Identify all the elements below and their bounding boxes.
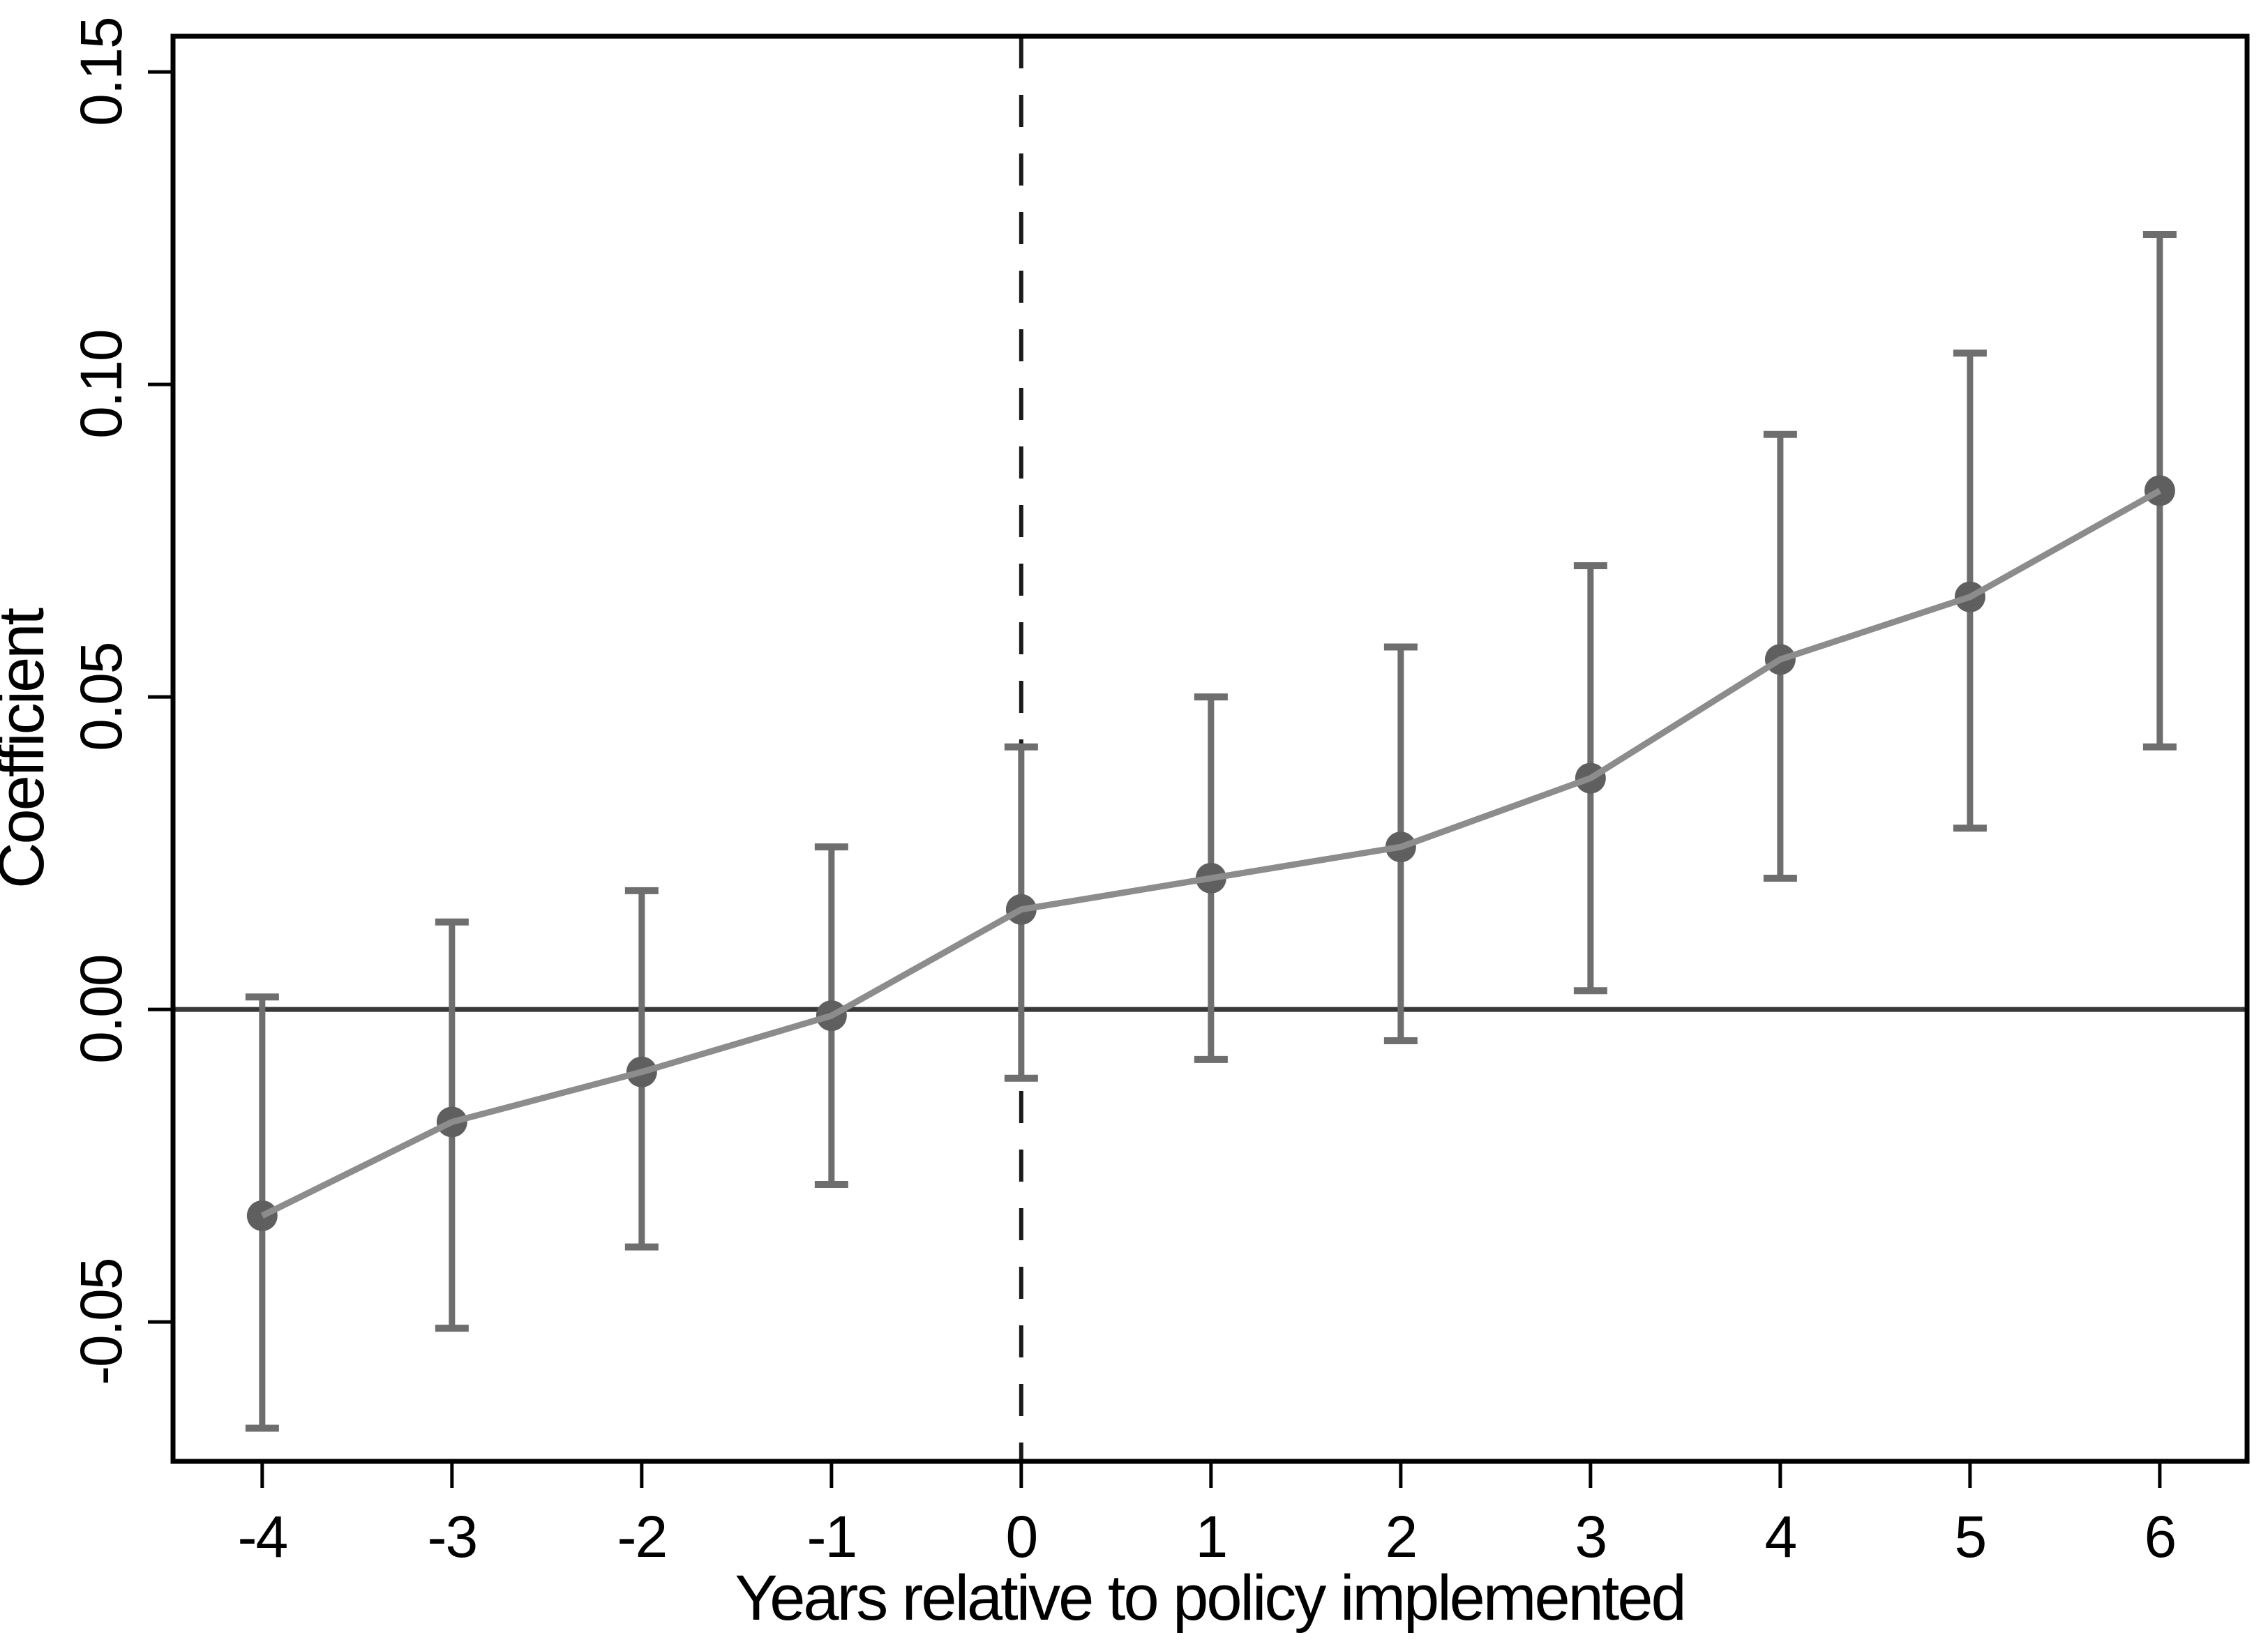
y-axis-ticks bbox=[148, 70, 173, 1324]
y-axis-tick-labels: -0.05 0.00 0.05 0.10 0.15 bbox=[68, 17, 134, 1385]
x-tick-label: 0 bbox=[1005, 1504, 1037, 1569]
x-tick-label: -4 bbox=[237, 1504, 287, 1569]
x-axis-ticks bbox=[260, 1461, 2162, 1488]
y-tick-label: -0.05 bbox=[68, 1258, 134, 1385]
x-tick-label: 2 bbox=[1385, 1504, 1417, 1569]
x-tick-label: -3 bbox=[427, 1504, 476, 1569]
x-tick-label: -2 bbox=[617, 1504, 666, 1569]
x-tick-label: 1 bbox=[1196, 1504, 1227, 1569]
y-tick-label: 0.10 bbox=[68, 330, 134, 439]
x-axis-title: Years relative to policy implemented bbox=[735, 1563, 1684, 1634]
x-axis-tick-labels: -4 -3 -2 -1 0 1 2 3 4 5 6 bbox=[237, 1504, 2177, 1569]
coefficient-line bbox=[260, 488, 2162, 1219]
plot-frame bbox=[170, 33, 2250, 1464]
y-tick-label: 0.00 bbox=[68, 955, 134, 1064]
x-tick-label: 6 bbox=[2145, 1504, 2176, 1569]
x-tick-label: -1 bbox=[807, 1504, 857, 1569]
x-tick-label: 4 bbox=[1765, 1504, 1796, 1569]
y-tick-label: 0.05 bbox=[68, 642, 134, 751]
x-tick-label: 5 bbox=[1955, 1504, 1986, 1569]
y-axis-title: Coefficient bbox=[0, 608, 57, 889]
y-tick-label: 0.15 bbox=[68, 17, 134, 126]
series-line bbox=[260, 488, 2162, 1219]
x-tick-label: 3 bbox=[1575, 1504, 1607, 1569]
